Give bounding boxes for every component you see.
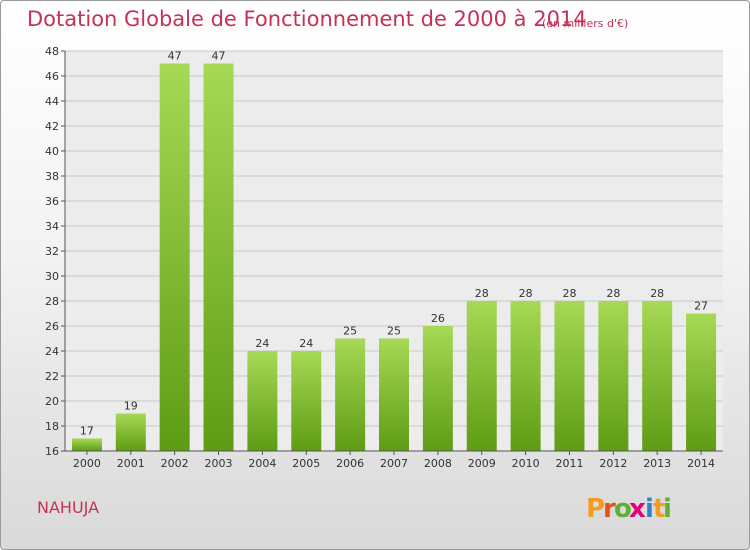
data-label: 28	[475, 287, 489, 300]
x-tick-label: 2013	[643, 457, 671, 470]
commune-name: NAHUJA	[37, 498, 100, 517]
x-tick-label: 2010	[512, 457, 540, 470]
x-tick-label: 2014	[687, 457, 715, 470]
x-tick-label: 2000	[73, 457, 101, 470]
y-tick-label: 44	[45, 95, 59, 108]
x-tick-labels: 2000 2001 2002 2003 2004 2005 2006 2007 2008 2009…	[73, 451, 715, 470]
data-label: 47	[212, 50, 226, 63]
bar	[554, 301, 585, 451]
bar	[598, 301, 629, 451]
bar	[686, 313, 717, 451]
y-tick-label: 38	[45, 170, 59, 183]
bar	[422, 326, 453, 451]
bar	[115, 413, 146, 451]
logo-letter: i	[645, 494, 654, 524]
data-label: 25	[343, 325, 357, 338]
chart-title: Dotation Globale de Fonctionnement de 20…	[27, 7, 587, 31]
y-tick-label: 16	[45, 445, 59, 458]
bar	[291, 351, 322, 451]
data-label: 27	[694, 300, 708, 313]
data-labels: 17 19 47 47 24 24 25 25 26 28 28 28 28 28 27	[80, 50, 708, 438]
logo-letter: r	[603, 494, 616, 524]
x-tick-label: 2009	[468, 457, 496, 470]
data-label: 28	[519, 287, 533, 300]
y-tick-label: 22	[45, 370, 59, 383]
y-tick-label: 26	[45, 320, 59, 333]
logo-letter: P	[586, 494, 605, 524]
y-tick-label: 18	[45, 420, 59, 433]
y-tick-label: 28	[45, 295, 59, 308]
bar	[203, 63, 234, 451]
bar	[247, 351, 278, 451]
bars	[71, 63, 717, 451]
bar	[71, 438, 102, 451]
x-tick-label: 2004	[248, 457, 276, 470]
data-label: 25	[387, 325, 401, 338]
data-label: 28	[606, 287, 620, 300]
x-tick-label: 2012	[599, 457, 627, 470]
y-tick-label: 24	[45, 345, 59, 358]
y-tick-label: 34	[45, 220, 59, 233]
data-label: 17	[80, 425, 94, 438]
bar	[642, 301, 673, 451]
x-tick-label: 2002	[161, 457, 189, 470]
data-label: 28	[562, 287, 576, 300]
x-tick-label: 2001	[117, 457, 145, 470]
y-tick-label: 42	[45, 120, 59, 133]
chart-unit: (en milliers d'€)	[542, 17, 629, 30]
y-tick-label: 30	[45, 270, 59, 283]
bar	[335, 338, 366, 451]
x-tick-label: 2005	[292, 457, 320, 470]
x-tick-label: 2003	[205, 457, 233, 470]
y-tick-label: 48	[45, 45, 59, 58]
data-label: 24	[255, 337, 269, 350]
bar	[466, 301, 497, 451]
y-tick-label: 40	[45, 145, 59, 158]
y-tick-label: 20	[45, 395, 59, 408]
bar	[379, 338, 409, 451]
x-tick-label: 2008	[424, 457, 452, 470]
y-tick-label: 36	[45, 195, 59, 208]
data-label: 47	[168, 50, 182, 63]
logo-letter: x	[629, 494, 646, 524]
x-tick-label: 2007	[380, 457, 408, 470]
data-label: 24	[299, 337, 313, 350]
x-tick-label: 2011	[555, 457, 583, 470]
logo-letter: t	[653, 494, 665, 524]
logo-letter: i	[663, 494, 672, 524]
data-label: 19	[124, 400, 138, 413]
y-tick-label: 32	[45, 245, 59, 258]
y-tick-label: 46	[45, 70, 59, 83]
logo-letter: o	[614, 494, 632, 524]
y-tick-labels: 16 18 20 22 24 26 28 30 32 34 36 38 40 42 44 46 48	[45, 45, 65, 458]
data-label: 26	[431, 312, 445, 325]
x-tick-label: 2006	[336, 457, 364, 470]
data-label: 28	[650, 287, 664, 300]
bar	[510, 301, 541, 451]
bar	[159, 63, 190, 451]
